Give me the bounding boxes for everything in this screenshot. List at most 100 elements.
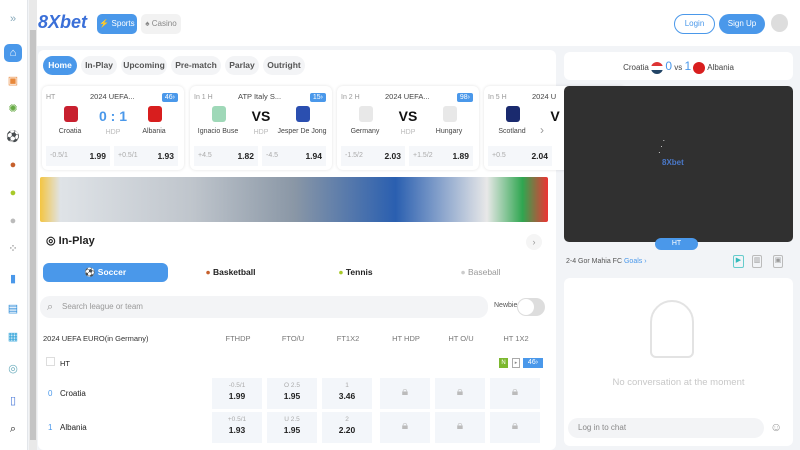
odds-away[interactable]: +0.5/1 1.93 bbox=[114, 146, 178, 166]
match-card[interactable]: In 1 H ATP Italy S... 15› VS HDP Ignacio… bbox=[190, 86, 332, 170]
lock-icon: 🔒︎ bbox=[380, 412, 430, 443]
odds-away[interactable]: +1.5/2 1.89 bbox=[409, 146, 473, 166]
club-icon[interactable]: ◎ bbox=[8, 363, 18, 375]
column-header: HT O/U bbox=[448, 334, 474, 343]
newbie-toggle[interactable] bbox=[517, 298, 545, 316]
favorite-checkbox[interactable] bbox=[46, 357, 55, 366]
video-player[interactable]: · · · 8Xbet bbox=[564, 86, 793, 242]
odds-line: +1.5/2 bbox=[413, 152, 433, 159]
home-icon[interactable]: ⌂ bbox=[4, 44, 22, 62]
casino-button[interactable]: ♠ Casino bbox=[141, 14, 181, 34]
cards-next-button[interactable]: › bbox=[534, 120, 550, 140]
in-play-heading: ◎ In-Play bbox=[46, 235, 95, 247]
tennis-icon[interactable]: ● bbox=[9, 187, 17, 199]
sports-button[interactable]: ⚡ Sports bbox=[97, 14, 137, 34]
odds-cell[interactable]: U 2.5 1.95 bbox=[267, 412, 317, 443]
baseball-icon[interactable]: ● bbox=[9, 215, 17, 227]
tab-pre-match[interactable]: Pre-match bbox=[171, 56, 221, 75]
odds-home[interactable]: +4.5 1.82 bbox=[194, 146, 258, 166]
search-placeholder: Search league or team bbox=[62, 302, 143, 311]
odds-cell[interactable]: 2 2.20 bbox=[322, 412, 372, 443]
albania-flag-icon bbox=[693, 61, 706, 74]
away-score: 1 bbox=[684, 59, 692, 73]
search-input[interactable]: ⌕ Search league or team bbox=[40, 296, 488, 318]
odds-value: 1.94 bbox=[305, 151, 322, 161]
hdp-label: HDP bbox=[105, 129, 121, 136]
home-team: Croatia bbox=[58, 128, 82, 135]
sport-tab-basketball[interactable]: ● Basketball bbox=[168, 263, 293, 282]
markets-count[interactable]: 46› bbox=[161, 93, 178, 102]
lock-icon: 🔒︎ bbox=[490, 412, 540, 443]
goals-link[interactable]: Goals bbox=[623, 258, 643, 265]
play-video-icon[interactable]: ▶ bbox=[733, 255, 744, 268]
sport-tab-soccer[interactable]: ⚽ Soccer bbox=[43, 263, 168, 282]
league-name: 2024 U bbox=[532, 92, 557, 101]
sport-tab-baseball[interactable]: ● Baseball bbox=[418, 263, 543, 282]
in-play-more-button[interactable]: › bbox=[526, 234, 542, 250]
euro-2024-banner[interactable] bbox=[40, 177, 548, 222]
home-shirt-icon bbox=[359, 106, 373, 122]
expand-icon[interactable]: » bbox=[9, 13, 17, 25]
tab-in-play[interactable]: In-Play bbox=[81, 56, 117, 75]
stats-view-icon[interactable]: ▣ bbox=[773, 255, 783, 268]
croatia-flag-icon bbox=[651, 61, 664, 74]
odds-value: 2.04 bbox=[531, 151, 548, 161]
odds-cell[interactable]: -0.5/1 1.99 bbox=[212, 378, 262, 409]
tab-home[interactable]: Home bbox=[43, 56, 77, 75]
tab-parlay[interactable]: Parlay bbox=[225, 56, 259, 75]
stats-icon[interactable]: ▮ bbox=[9, 273, 17, 285]
search-icon[interactable]: ⌕ bbox=[9, 423, 17, 435]
odds-line: U 2.5 bbox=[284, 416, 300, 423]
odds-home[interactable]: +0.5 2.04 bbox=[488, 146, 552, 166]
signup-button[interactable]: Sign Up bbox=[719, 14, 765, 34]
odds-cell[interactable]: O 2.5 1.95 bbox=[267, 378, 317, 409]
in-play-title: In-Play bbox=[58, 235, 95, 247]
app-icon[interactable]: ▯ bbox=[9, 395, 17, 407]
markets-count[interactable]: 98› bbox=[456, 93, 473, 102]
live-icon[interactable]: ▤ bbox=[7, 303, 19, 315]
chat-input[interactable]: Log in to chat bbox=[568, 418, 764, 438]
match-score: VS bbox=[251, 108, 271, 124]
team-name: Albania bbox=[60, 423, 87, 432]
pitch-view-icon[interactable]: ▥ bbox=[752, 255, 762, 268]
odds-away[interactable]: -4.5 1.94 bbox=[262, 146, 326, 166]
odds-cell[interactable]: 1 3.46 bbox=[322, 378, 372, 409]
odds-line: +0.5/1 bbox=[118, 152, 138, 159]
user-avatar-icon[interactable] bbox=[771, 14, 788, 32]
odds-line: -1.5/2 bbox=[345, 152, 363, 159]
promo-icon[interactable]: ▣ bbox=[7, 75, 19, 87]
match-card[interactable]: In 2 H 2024 UEFA... 98› VS HDP Germany H… bbox=[337, 86, 479, 170]
lock-icon: 🔒︎ bbox=[380, 378, 430, 409]
esports-icon[interactable]: ⁘ bbox=[8, 243, 18, 255]
euro-icon[interactable]: ✺ bbox=[8, 103, 18, 115]
results-icon[interactable]: ▦ bbox=[7, 331, 19, 343]
odds-home[interactable]: -1.5/2 2.03 bbox=[341, 146, 405, 166]
tab-outright[interactable]: Outright bbox=[263, 56, 305, 75]
tab-upcoming[interactable]: Upcoming bbox=[121, 56, 167, 75]
logo[interactable]: 8Xbet bbox=[38, 12, 88, 32]
sport-tab-tennis[interactable]: ● Tennis bbox=[293, 263, 418, 282]
emoji-icon[interactable]: ☺ bbox=[770, 420, 783, 434]
away-team: Jesper De Jong bbox=[277, 128, 327, 135]
loading-spinner-icon: · · · bbox=[658, 136, 666, 157]
match-card[interactable]: HT 2024 UEFA... 46› 0 : 1 HDP Croatia Al… bbox=[42, 86, 184, 170]
login-button[interactable]: Login bbox=[674, 14, 715, 34]
team-name: Croatia bbox=[60, 389, 86, 398]
more-markets-count[interactable]: 46› bbox=[523, 358, 543, 368]
odds-cell[interactable]: +0.5/1 1.93 bbox=[212, 412, 262, 443]
home-team: Scotland bbox=[498, 128, 526, 135]
soccer-icon[interactable]: ⚽ bbox=[6, 131, 20, 143]
home-team: Ignacio Buse bbox=[197, 128, 239, 135]
scrollbar-thumb[interactable] bbox=[30, 30, 36, 440]
live-stream-icon[interactable]: ▸ bbox=[512, 358, 520, 368]
count-label: 46 bbox=[527, 359, 536, 366]
odds-home[interactable]: -0.5/1 1.99 bbox=[46, 146, 110, 166]
basketball-icon[interactable]: ● bbox=[9, 159, 17, 171]
sport-label: Tennis bbox=[345, 267, 373, 277]
sidebar: » ⌂ ▣ ✺ ⚽ ● ● ● ⁘ ▮ ▤ ▦ ◎ ▯ ⌕ bbox=[0, 0, 28, 450]
league-name: 2024 UEFA EURO(in Germany) bbox=[43, 334, 149, 343]
away-shirt-icon bbox=[296, 106, 310, 122]
home-shirt-icon bbox=[64, 106, 78, 122]
odds-value: 1.82 bbox=[237, 151, 254, 161]
markets-count[interactable]: 15› bbox=[309, 93, 326, 102]
